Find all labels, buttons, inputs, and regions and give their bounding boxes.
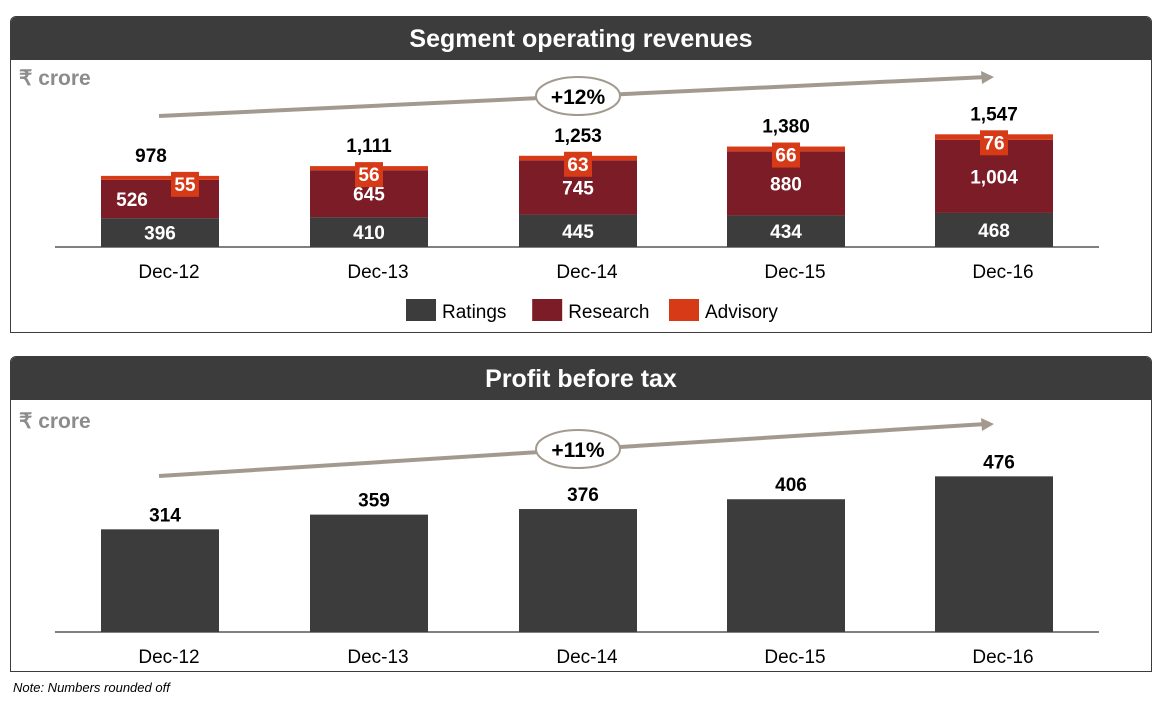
pbt-growth-label: +11% (551, 439, 604, 462)
revenue-growth-label: +12% (551, 86, 606, 109)
revenue-bar-research (101, 179, 219, 219)
legend-label-advisory: Advisory (705, 302, 778, 323)
revenue-value-label-advisory: 56 (358, 165, 379, 186)
revenue-x-tick-label: Dec-12 (138, 262, 199, 283)
revenue-bar-ratings (727, 215, 845, 247)
revenue-bar-ratings (310, 217, 428, 247)
revenue-total-label: 978 (135, 146, 167, 167)
revenue-value-label-research: 645 (353, 185, 385, 206)
revenue-x-tick-label: Dec-15 (764, 262, 825, 283)
pbt-x-tick-label: Dec-14 (556, 647, 618, 668)
revenue-chart-title: Segment operating revenues (11, 17, 1151, 60)
pbt-bar (935, 476, 1053, 632)
pbt-bar (519, 509, 637, 632)
revenue-unit-label: ₹ crore (19, 67, 91, 90)
revenue-value-label-research: 745 (562, 178, 594, 199)
pbt-value-label: 359 (358, 491, 390, 512)
pbt-chart-panel: Profit before tax ₹ crore +11% 314 Dec-12 3… (10, 356, 1152, 672)
revenue-value-label-advisory: 63 (567, 155, 588, 176)
revenue-bar-ratings (101, 218, 219, 247)
revenue-advisory-label-box (171, 171, 199, 197)
pbt-x-tick-label: Dec-16 (972, 647, 1033, 668)
revenue-chart-panel: Segment operating revenues ₹ crore +12% 3… (10, 16, 1152, 333)
revenue-value-label-research: 1,004 (970, 167, 1018, 188)
pbt-unit-label: ₹ crore (19, 410, 91, 433)
revenue-total-label: 1,253 (554, 126, 602, 147)
pbt-bar (727, 499, 845, 632)
revenue-value-label-advisory: 76 (983, 133, 1004, 154)
revenue-total-label: 1,380 (762, 117, 810, 138)
revenue-value-label-research: 880 (770, 174, 802, 195)
pbt-growth-pill (535, 429, 621, 469)
legend-label-ratings: Ratings (442, 302, 506, 323)
revenue-value-label-advisory: 66 (775, 146, 796, 167)
revenue-x-tick-label: Dec-14 (556, 262, 618, 283)
revenue-advisory-label-box (355, 162, 383, 188)
pbt-x-tick-label: Dec-13 (347, 647, 408, 668)
legend-swatch-ratings (406, 299, 436, 321)
revenue-bar-advisory (101, 175, 219, 180)
pbt-growth-arrow-head (981, 418, 994, 431)
revenue-growth-arrow-head (981, 71, 994, 84)
revenue-x-tick-label: Dec-16 (972, 262, 1033, 283)
revenue-growth-pill (535, 76, 621, 116)
legend-label-research: Research (568, 302, 649, 323)
pbt-bar (310, 514, 428, 632)
revenue-value-label-ratings: 396 (144, 224, 176, 245)
pbt-chart-title: Profit before tax (11, 357, 1151, 400)
pbt-value-label: 476 (983, 452, 1015, 473)
revenue-advisory-label-box (772, 142, 800, 168)
revenue-x-tick-label: Dec-13 (347, 262, 408, 283)
pbt-bar (101, 529, 219, 632)
pbt-value-label: 376 (567, 485, 599, 506)
revenue-total-label: 1,547 (970, 104, 1018, 125)
legend-swatch-research (532, 299, 563, 321)
revenue-value-label-ratings: 410 (353, 223, 385, 244)
revenue-advisory-label-box (564, 151, 592, 177)
pbt-chart: ₹ crore +11% 314 Dec-12 359 Dec-13 376 Dec-14 4… (19, 410, 1099, 668)
footnote: Note: Numbers rounded off (13, 680, 170, 695)
revenue-bar-ratings (519, 214, 637, 247)
pbt-x-tick-label: Dec-15 (764, 647, 825, 668)
pbt-value-label: 406 (775, 475, 807, 496)
revenue-value-label-research: 526 (116, 190, 148, 211)
revenue-advisory-label-box (980, 130, 1008, 156)
revenue-value-label-ratings: 445 (562, 222, 594, 243)
pbt-x-tick-label: Dec-12 (138, 647, 199, 668)
revenue-value-label-ratings: 434 (770, 222, 802, 243)
revenue-value-label-ratings: 468 (978, 221, 1010, 242)
pbt-value-label: 314 (149, 505, 181, 526)
revenue-bar-ratings (935, 212, 1053, 247)
revenue-value-label-advisory: 55 (174, 175, 196, 196)
legend-swatch-advisory (669, 299, 699, 321)
revenue-total-label: 1,111 (346, 136, 392, 157)
